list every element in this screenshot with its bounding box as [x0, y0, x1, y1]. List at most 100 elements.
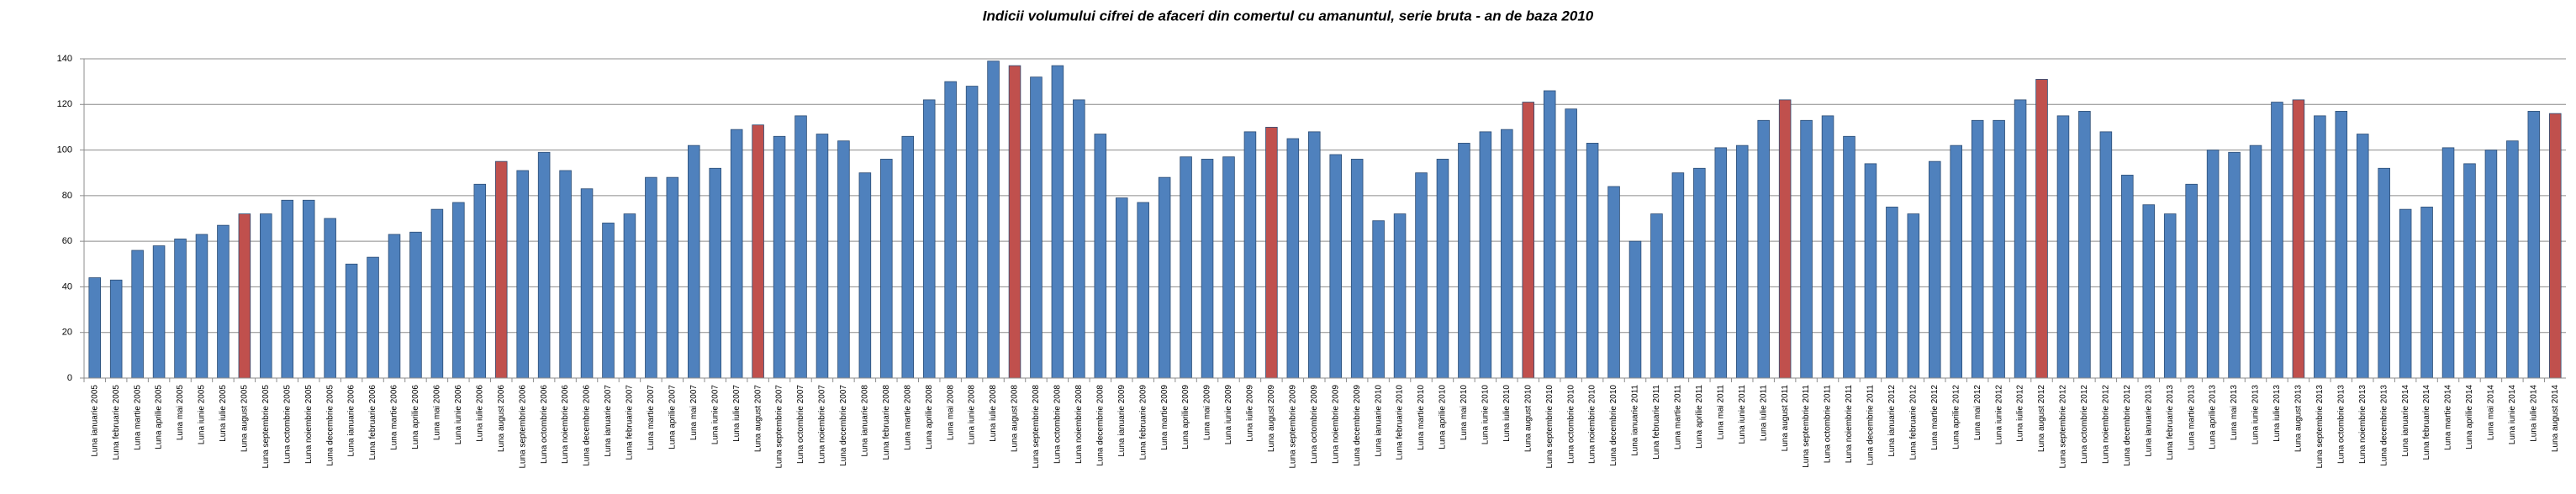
x-tick-label: Luna septembrie 2006 [518, 385, 527, 469]
bar [109, 279, 123, 379]
x-tick-label: Luna martie 2011 [1674, 385, 1683, 450]
x-tick-label: Luna august 2007 [753, 385, 763, 453]
x-tick-label: Luna decembrie 2007 [839, 385, 848, 466]
x-tick-label: Luna iulie 2012 [2016, 385, 2025, 442]
bar [1607, 186, 1620, 379]
bar [2335, 111, 2348, 379]
bar [2292, 99, 2305, 379]
bar [473, 183, 487, 379]
x-tick-label: Luna septembrie 2012 [2059, 385, 2068, 469]
x-tick-label: Luna iulie 2007 [732, 385, 742, 442]
bar [688, 145, 700, 379]
x-tick-label: Luna iulie 2013 [2272, 385, 2282, 442]
bar [1350, 159, 1364, 379]
bar [1886, 207, 1898, 379]
y-tick-label: 20 [62, 328, 72, 338]
x-tick-label: Luna mai 2005 [176, 385, 185, 441]
x-tick-label: Luna ianuarie 2006 [347, 385, 356, 457]
x-tick-label: Luna august 2011 [1781, 385, 1790, 452]
bar [1843, 135, 1855, 379]
x-tick-label: Luna aprilie 2010 [1438, 385, 1448, 449]
bar [2121, 175, 2134, 379]
bar [260, 213, 272, 379]
bar [1158, 176, 1171, 379]
x-tick-label: Luna august 2005 [240, 385, 250, 453]
x-tick-label: Luna iulie 2009 [1246, 385, 1255, 442]
x-tick-label: Luna martie 2012 [1930, 385, 1940, 450]
x-tick-label: Luna mai 2009 [1203, 385, 1212, 441]
bar [2463, 163, 2476, 379]
x-tick-label: Luna august 2014 [2551, 385, 2560, 453]
x-tick-label: Luna ianuarie 2005 [90, 385, 99, 457]
bar [2228, 151, 2241, 379]
bar [1265, 127, 1278, 379]
bar [987, 60, 1000, 379]
x-tick-label: Luna august 2006 [497, 385, 506, 453]
bar [602, 223, 615, 379]
bar [1458, 143, 1470, 379]
bar [1543, 90, 1556, 379]
y-tick-label: 120 [57, 99, 72, 109]
x-tick-label: Luna octombrie 2009 [1310, 385, 1319, 464]
x-tick-label: Luna noiembrie 2006 [561, 385, 570, 464]
x-tick-label: Luna noiembrie 2009 [1331, 385, 1340, 464]
x-tick-label: Luna februarie 2007 [626, 385, 635, 460]
x-tick-label: Luna august 2010 [1523, 385, 1533, 453]
bar [1821, 115, 1834, 379]
bar [1415, 172, 1428, 379]
x-tick-label: Luna septembrie 2011 [1802, 385, 1811, 468]
bar [345, 263, 358, 379]
x-tick-label: Luna noiembrie 2008 [1074, 385, 1084, 464]
bar [1436, 159, 1449, 379]
y-tick-label: 40 [62, 281, 72, 292]
bar [1671, 172, 1685, 379]
x-tick-label: Luna iulie 2010 [1502, 385, 1512, 442]
bar [2356, 134, 2369, 379]
bar [1628, 240, 1642, 379]
x-tick-label: Luna ianuarie 2011 [1631, 385, 1640, 456]
bar [1393, 213, 1407, 379]
bar [1971, 119, 1984, 379]
bar [1522, 102, 1535, 379]
x-tick-label: Luna martie 2010 [1417, 385, 1426, 450]
bar [580, 188, 594, 379]
x-tick-label: Luna decembrie 2013 [2379, 385, 2389, 466]
x-tick-label: Luna octombrie 2013 [2336, 385, 2346, 464]
x-tick-label: Luna martie 2008 [903, 385, 912, 450]
bar [1907, 213, 1920, 379]
bar [1051, 65, 1064, 379]
x-tick-label: Luna februarie 2014 [2422, 385, 2431, 460]
bar [1993, 119, 2005, 379]
x-tick-label: Luna octombrie 2006 [540, 385, 549, 464]
x-tick-label: Luna aprilie 2005 [155, 385, 164, 449]
x-tick-label: Luna iunie 2006 [454, 385, 463, 445]
y-tick-label: 140 [57, 54, 72, 64]
bar [1286, 138, 1300, 379]
bar [281, 199, 294, 379]
bar [1714, 147, 1728, 379]
x-tick-label: Luna iulie 2011 [1759, 385, 1768, 442]
x-tick-label: Luna august 2012 [2037, 385, 2046, 453]
x-tick-label: Luna februarie 2009 [1138, 385, 1148, 460]
y-tick-label: 100 [57, 145, 72, 155]
x-tick-label: Luna iulie 2014 [2529, 385, 2538, 442]
bar [302, 199, 315, 379]
bar [2441, 147, 2455, 379]
bar [238, 213, 251, 379]
bar [2078, 111, 2091, 379]
bar [2185, 183, 2198, 379]
bar [1243, 131, 1257, 379]
x-tick-label: Luna ianuarie 2014 [2401, 385, 2410, 457]
bar [217, 224, 230, 379]
x-tick-label: Luna aprilie 2011 [1695, 385, 1704, 449]
bar [1735, 145, 1749, 379]
x-tick-label: Luna octombrie 2005 [282, 385, 292, 464]
x-tick-label: Luna iunie 2013 [2251, 385, 2261, 445]
bar [1565, 108, 1577, 379]
x-tick-label: Luna februarie 2011 [1652, 385, 1661, 460]
bar [559, 170, 572, 379]
bar [2484, 150, 2498, 379]
x-tick-label: Luna decembrie 2012 [2123, 385, 2132, 466]
x-tick-label: Luna iunie 2008 [968, 385, 977, 445]
x-tick-label: Luna octombrie 2012 [2080, 385, 2089, 464]
